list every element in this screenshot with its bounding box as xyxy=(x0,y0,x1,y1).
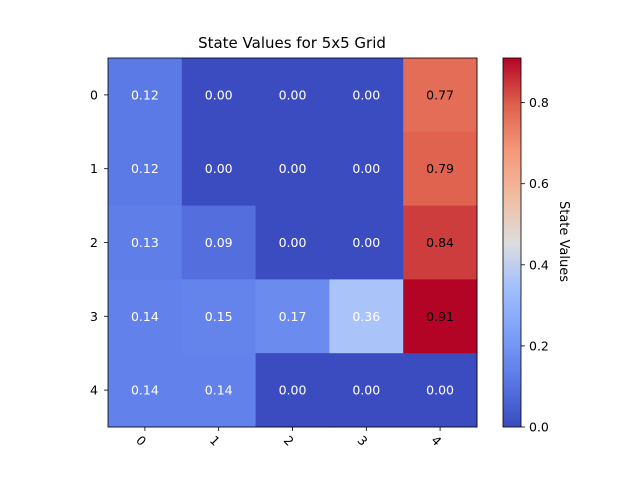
heatmap-cell-r0-c3 xyxy=(329,58,404,133)
cell-value-label-r4-c4: 0.00 xyxy=(426,383,454,398)
heatmap-cell-r2-c4 xyxy=(403,205,478,280)
colorbar-tick-label: 0.2 xyxy=(529,338,549,353)
cell-value-label-r4-c1: 0.14 xyxy=(205,383,233,398)
cell-value-label-r2-c3: 0.00 xyxy=(352,235,380,250)
heatmap-cell-r0-c4 xyxy=(403,58,478,133)
cell-value-label-r0-c0: 0.12 xyxy=(131,87,159,102)
cell-value-label-r3-c0: 0.14 xyxy=(131,309,159,324)
cell-value-label-r2-c2: 0.00 xyxy=(279,235,307,250)
heatmap-cell-r1-c2 xyxy=(255,131,330,207)
heatmap-cell-r4-c2 xyxy=(255,353,330,428)
y-axis: 0 1 2 3 4 xyxy=(90,87,108,398)
heatmap-cell-r3-c1 xyxy=(181,279,257,354)
cell-value-label-r3-c4: 0.91 xyxy=(426,309,454,324)
heatmap-cell-r3-c3 xyxy=(329,279,404,354)
heatmap-cells xyxy=(108,58,478,428)
cell-value-label-r0-c2: 0.00 xyxy=(279,87,307,102)
colorbar-tick-label: 0.8 xyxy=(529,95,549,110)
heatmap-cell-r3-c4 xyxy=(403,279,478,354)
y-tick-label: 4 xyxy=(90,383,98,398)
heatmap-cell-r1-c0 xyxy=(108,131,183,207)
heatmap-cell-r1-c4 xyxy=(403,131,478,207)
heatmap-cell-r2-c3 xyxy=(329,205,404,280)
y-tick-label: 2 xyxy=(90,235,98,250)
colorbar xyxy=(502,57,522,428)
heatmap-cell-r1-c3 xyxy=(329,131,404,207)
cell-value-label-r1-c3: 0.00 xyxy=(352,161,380,176)
heatmap-cell-r2-c1 xyxy=(181,205,257,280)
y-tick-label: 0 xyxy=(90,87,98,102)
cell-value-label-r0-c3: 0.00 xyxy=(352,87,380,102)
cell-value-label-r2-c4: 0.84 xyxy=(426,235,454,250)
heatmap-cell-r3-c2 xyxy=(255,279,330,354)
heatmap-cell-r0-c0 xyxy=(108,58,183,133)
colorbar-tick-label: 0.6 xyxy=(529,176,549,191)
cell-value-label-r3-c3: 0.36 xyxy=(352,309,380,324)
cell-value-label-r2-c1: 0.09 xyxy=(205,235,233,250)
heatmap-cell-r4-c0 xyxy=(108,353,183,428)
cell-value-label-r4-c2: 0.00 xyxy=(279,383,307,398)
heatmap-cell-r4-c1 xyxy=(181,353,257,428)
colorbar-axis: 0.0 0.2 0.4 0.6 0.8 xyxy=(521,95,549,435)
cell-value-label-r1-c0: 0.12 xyxy=(131,161,159,176)
cell-value-label-r1-c4: 0.79 xyxy=(426,161,454,176)
colorbar-tick-label: 0.0 xyxy=(529,420,549,435)
colorbar-tick-label: 0.4 xyxy=(529,257,549,272)
heatmap-cell-r4-c3 xyxy=(329,353,404,428)
cell-value-label-r4-c0: 0.14 xyxy=(131,383,159,398)
heatmap-cell-r1-c1 xyxy=(181,131,257,207)
y-tick-label: 3 xyxy=(90,309,98,324)
cell-value-label-r2-c0: 0.13 xyxy=(131,235,159,250)
cell-value-label-r0-c4: 0.77 xyxy=(426,87,454,102)
heatmap-cell-r0-c2 xyxy=(255,58,330,133)
cell-value-label-r3-c1: 0.15 xyxy=(205,309,233,324)
cell-value-label-r4-c3: 0.00 xyxy=(352,383,380,398)
heatmap-value-labels: 0.12 0.00 0.00 0.00 0.77 0.12 0.00 0.00 0.00 0.79… xyxy=(131,87,454,397)
heatmap-cell-r3-c0 xyxy=(108,279,183,354)
cell-value-label-r1-c2: 0.00 xyxy=(279,161,307,176)
heatmap-cell-r2-c2 xyxy=(255,205,330,280)
heatmap-cell-r4-c4 xyxy=(403,353,478,428)
cell-value-label-r3-c2: 0.17 xyxy=(279,309,307,324)
cell-value-label-r0-c1: 0.00 xyxy=(205,87,233,102)
colorbar-label: State Values xyxy=(556,201,571,282)
y-tick-label: 1 xyxy=(90,161,98,176)
cell-value-label-r1-c1: 0.00 xyxy=(205,161,233,176)
chart-title: State Values for 5x5 Grid xyxy=(198,34,386,52)
heatmap-cell-r2-c0 xyxy=(108,205,183,280)
heatmap-cell-r0-c1 xyxy=(181,58,257,133)
